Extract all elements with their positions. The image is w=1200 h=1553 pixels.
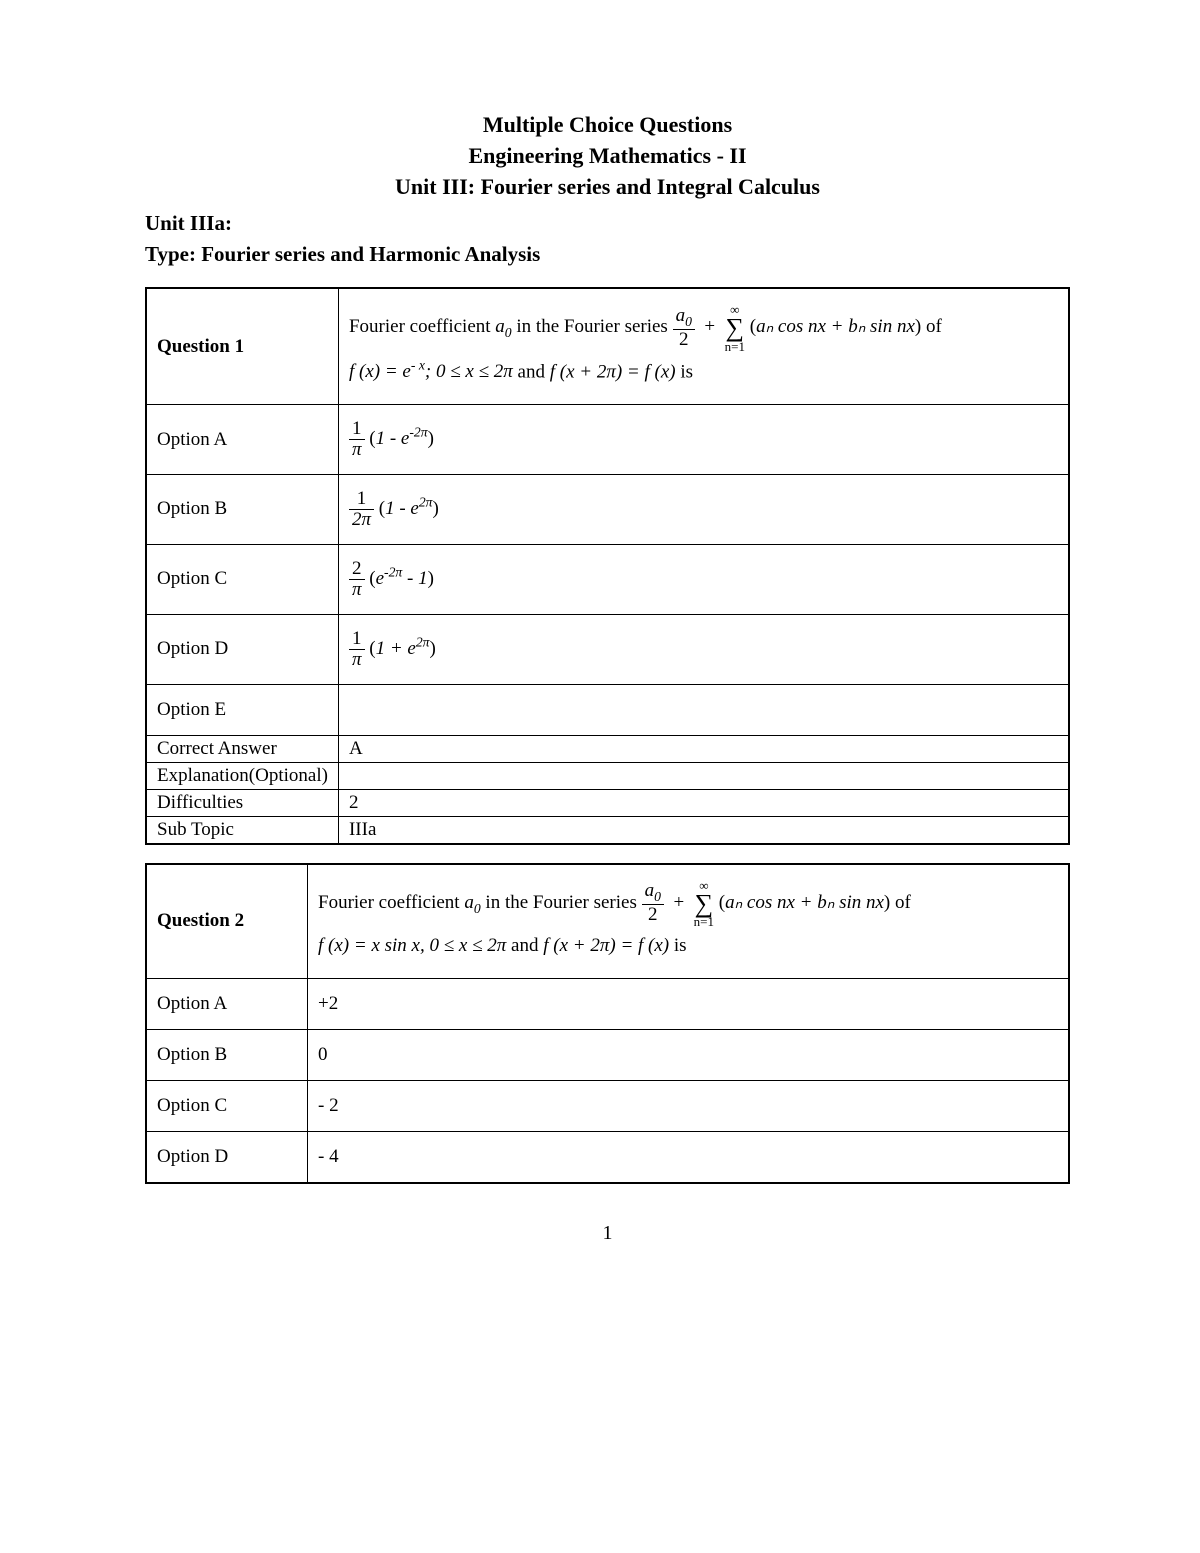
q1-series-den: 2 bbox=[673, 330, 695, 350]
q1A-tail: 1 - e bbox=[376, 428, 410, 449]
q1A-num: 1 bbox=[349, 419, 365, 440]
q2-title: Question 2 bbox=[146, 864, 308, 979]
q1-and: and bbox=[518, 361, 550, 382]
q2-series-den: 2 bbox=[642, 905, 664, 925]
q2-fx1: f (x) = x sin x, 0 ≤ x ≤ 2π bbox=[318, 935, 506, 956]
q1-series-num: a0 bbox=[676, 305, 692, 326]
q1-correct: A bbox=[338, 735, 1069, 762]
opt-a-label: Option A bbox=[146, 405, 338, 475]
q2-is: is bbox=[674, 935, 687, 956]
sigma-icon: ∑ bbox=[725, 316, 745, 339]
q2-prefix: Fourier coefficient bbox=[318, 892, 464, 913]
q1-series-body: aₙ cos nx + bₙ sin nx bbox=[756, 316, 915, 337]
sum-bot-2: n=1 bbox=[694, 915, 714, 928]
q1-a0-sub: 0 bbox=[505, 325, 512, 340]
q1-a0: a bbox=[495, 316, 505, 337]
q1D-tail: 1 + e bbox=[376, 638, 416, 659]
header-line-1: Multiple Choice Questions bbox=[145, 110, 1070, 141]
q1D-close: ) bbox=[430, 638, 436, 659]
q1-optB: 12π (1 - e2π) bbox=[338, 474, 1069, 544]
q2-optD: - 4 bbox=[308, 1132, 1070, 1184]
opt-b-label-2: Option B bbox=[146, 1030, 308, 1081]
unit-label: Unit IIIa: bbox=[145, 208, 1070, 238]
q2-a0: a bbox=[464, 892, 474, 913]
sum-bot: n=1 bbox=[725, 340, 745, 353]
q1-fx1: f (x) = e bbox=[349, 361, 411, 382]
q1-optA: 1π (1 - e-2π) bbox=[338, 405, 1069, 475]
q1A-close: ) bbox=[428, 428, 434, 449]
q1-title: Question 1 bbox=[146, 288, 338, 404]
opt-c-label-2: Option C bbox=[146, 1081, 308, 1132]
q1-optD: 1π (1 + e2π) bbox=[338, 614, 1069, 684]
q2-of: of bbox=[895, 892, 911, 913]
q1C-den: π bbox=[349, 580, 365, 600]
opt-a-label-2: Option A bbox=[146, 979, 308, 1030]
q1-fx1-sup: - x bbox=[411, 358, 425, 373]
q1-sub: IIIa bbox=[338, 816, 1069, 844]
q2-text: Fourier coefficient a0 in the Fourier se… bbox=[308, 864, 1070, 979]
header-line-2: Engineering Mathematics - II bbox=[145, 141, 1070, 172]
q1-series-close: ) bbox=[915, 316, 921, 337]
q2-series-close: ) bbox=[884, 892, 890, 913]
q1C-close: ) bbox=[428, 568, 434, 589]
q1-fx1-tail: ; 0 ≤ x ≤ 2π bbox=[425, 361, 513, 382]
q1C-tail: e bbox=[376, 568, 384, 589]
q1C-num: 2 bbox=[349, 559, 365, 580]
q1-of: of bbox=[926, 316, 942, 337]
q1B-num: 1 bbox=[349, 489, 374, 510]
question-1-table: Question 1 Fourier coefficient a0 in the… bbox=[145, 287, 1070, 844]
q1D-den: π bbox=[349, 650, 365, 670]
q2-optB: 0 bbox=[308, 1030, 1070, 1081]
q1-optC: 2π (e-2π - 1) bbox=[338, 544, 1069, 614]
q1C-mid: - 1 bbox=[402, 568, 427, 589]
q2-optA: +2 bbox=[308, 979, 1070, 1030]
q2-optC: - 2 bbox=[308, 1081, 1070, 1132]
q1C-sup: -2π bbox=[384, 564, 402, 579]
sigma-icon-2: ∑ bbox=[694, 892, 714, 915]
q1-diff: 2 bbox=[338, 789, 1069, 816]
type-label: Type: Fourier series and Harmonic Analys… bbox=[145, 239, 1070, 269]
q1-mid: in the Fourier series bbox=[516, 316, 672, 337]
q2-and: and bbox=[511, 935, 543, 956]
sub-label: Sub Topic bbox=[146, 816, 338, 844]
q2-series-num: a0 bbox=[645, 880, 661, 901]
q1B-tail: 1 - e bbox=[385, 498, 419, 519]
page-header: Multiple Choice Questions Engineering Ma… bbox=[145, 110, 1070, 202]
opt-d-label-2: Option D bbox=[146, 1132, 308, 1184]
opt-c-label: Option C bbox=[146, 544, 338, 614]
q1-explain bbox=[338, 762, 1069, 789]
q2-series-body: aₙ cos nx + bₙ sin nx bbox=[725, 892, 884, 913]
q1B-sup: 2π bbox=[419, 494, 433, 509]
q1-is: is bbox=[680, 361, 693, 382]
q1-prefix: Fourier coefficient bbox=[349, 316, 495, 337]
q1-text: Fourier coefficient a0 in the Fourier se… bbox=[338, 288, 1069, 404]
q1A-sup: -2π bbox=[409, 425, 427, 440]
q1-fx2: f (x + 2π) = f (x) bbox=[550, 361, 676, 382]
explain-label: Explanation(Optional) bbox=[146, 762, 338, 789]
q1B-close: ) bbox=[433, 498, 439, 519]
opt-e-label: Option E bbox=[146, 684, 338, 735]
opt-d-label: Option D bbox=[146, 614, 338, 684]
diff-label: Difficulties bbox=[146, 789, 338, 816]
q2-mid: in the Fourier series bbox=[485, 892, 641, 913]
page-number: 1 bbox=[145, 1222, 1070, 1245]
question-2-table: Question 2 Fourier coefficient a0 in the… bbox=[145, 863, 1070, 1184]
q2-fx2: f (x + 2π) = f (x) bbox=[543, 935, 669, 956]
sub-header: Unit IIIa: Type: Fourier series and Harm… bbox=[145, 208, 1070, 269]
q1A-den: π bbox=[349, 440, 365, 460]
correct-label: Correct Answer bbox=[146, 735, 338, 762]
q1B-den: 2π bbox=[349, 510, 374, 530]
q2-a0-sub: 0 bbox=[474, 900, 481, 915]
q1-optE bbox=[338, 684, 1069, 735]
header-line-3: Unit III: Fourier series and Integral Ca… bbox=[145, 172, 1070, 203]
q1D-num: 1 bbox=[349, 629, 365, 650]
q1D-sup: 2π bbox=[416, 634, 430, 649]
opt-b-label: Option B bbox=[146, 474, 338, 544]
